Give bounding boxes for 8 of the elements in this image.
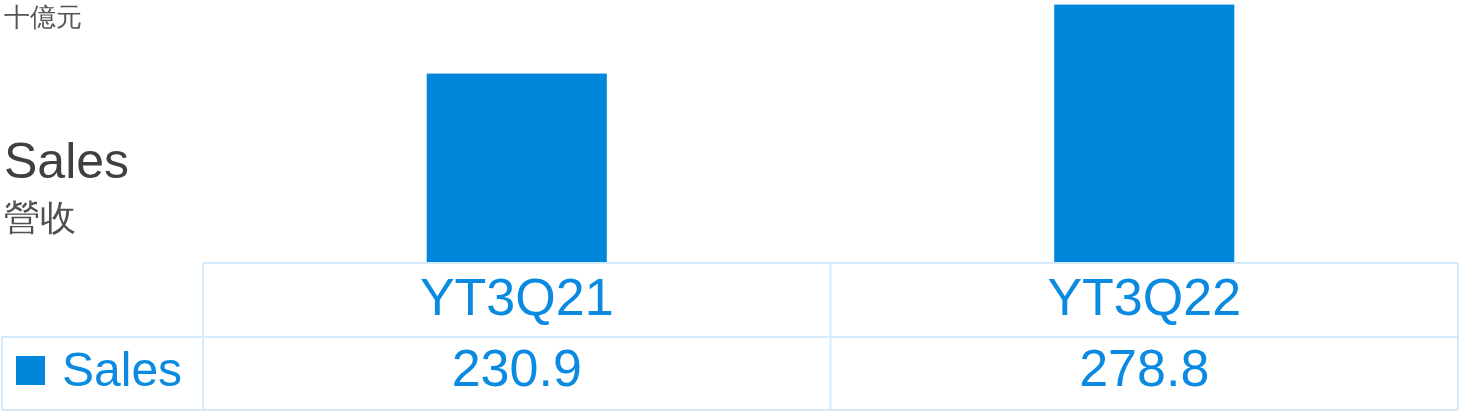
- y-axis-title: 十億元: [4, 2, 82, 32]
- legend-label: Sales: [62, 343, 183, 396]
- text: Sales: [4, 133, 130, 189]
- x-tick-label: YT3Q21: [419, 268, 614, 326]
- data-label: 278.8: [1079, 339, 1210, 397]
- data-label: 230.9: [451, 339, 582, 397]
- x-tick-label: YT3Q22: [1047, 268, 1242, 326]
- text: 營收: [4, 197, 76, 238]
